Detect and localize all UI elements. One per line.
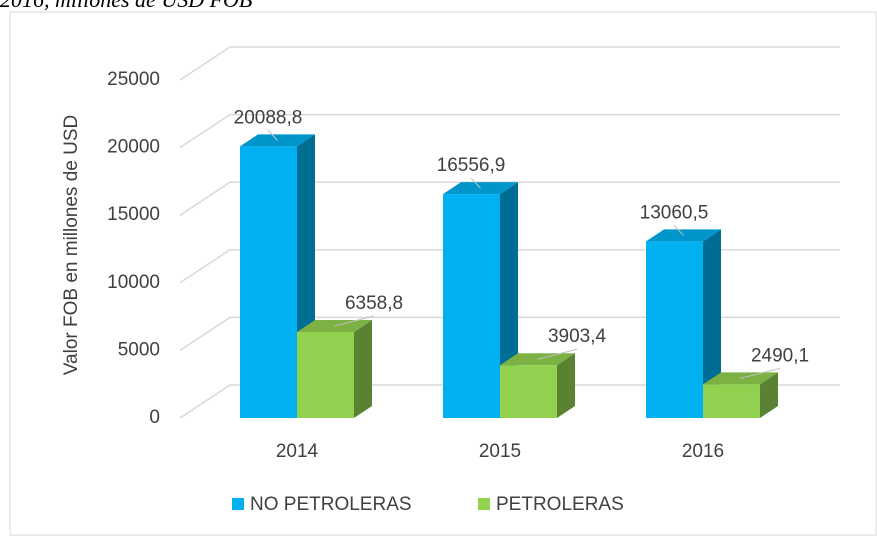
grid-line bbox=[179, 384, 840, 419]
leader-line bbox=[267, 130, 278, 141]
leader-line bbox=[470, 177, 481, 189]
grid-line bbox=[179, 113, 840, 149]
y-tick-label: 20000 bbox=[107, 137, 160, 158]
data-label: 2490,1 bbox=[751, 345, 809, 366]
legend-swatch bbox=[232, 498, 244, 510]
grid-line bbox=[179, 181, 840, 216]
x-tick-label: 2015 bbox=[479, 441, 521, 462]
bar-side bbox=[557, 353, 575, 418]
grid-line bbox=[179, 46, 840, 81]
y-tick-label: 15000 bbox=[107, 204, 160, 225]
x-tick-label: 2016 bbox=[682, 441, 724, 462]
bar-front bbox=[240, 146, 297, 419]
x-tick-label: 2014 bbox=[276, 441, 319, 462]
data-label: 3903,4 bbox=[548, 326, 607, 347]
bar-front bbox=[703, 384, 760, 418]
data-label: 13060,5 bbox=[640, 202, 709, 223]
bar bbox=[297, 320, 372, 418]
legend-label: PETROLERAS bbox=[496, 494, 624, 515]
bar-front bbox=[443, 194, 500, 418]
bar bbox=[646, 229, 721, 418]
data-label: 6358,8 bbox=[345, 293, 403, 314]
data-label: 16556,9 bbox=[437, 155, 506, 176]
legend-label: NO PETROLERAS bbox=[250, 494, 412, 515]
grid-line bbox=[179, 249, 840, 284]
y-tick-label: 25000 bbox=[107, 69, 160, 90]
leader-line bbox=[537, 348, 578, 360]
y-axis-label: Valor FOB en millones de USD bbox=[61, 115, 82, 375]
bar bbox=[703, 372, 778, 418]
legend-swatch bbox=[478, 498, 490, 510]
bar-side bbox=[354, 320, 372, 418]
bar-front bbox=[297, 332, 354, 418]
bar bbox=[500, 353, 575, 418]
grid-line bbox=[179, 316, 840, 352]
bar-side bbox=[703, 229, 721, 418]
y-tick-label: 5000 bbox=[118, 339, 160, 360]
data-label: 20088,8 bbox=[234, 107, 303, 128]
y-tick-label: 0 bbox=[149, 407, 160, 428]
bar-front bbox=[646, 241, 703, 418]
bar-front bbox=[500, 365, 557, 418]
bar-side bbox=[760, 372, 778, 418]
leader-line bbox=[673, 225, 684, 236]
leader-line bbox=[740, 367, 781, 379]
caption: 2016, millones de USD FOB bbox=[0, 0, 252, 12]
y-tick-label: 10000 bbox=[107, 272, 160, 293]
leader-line bbox=[334, 315, 375, 327]
